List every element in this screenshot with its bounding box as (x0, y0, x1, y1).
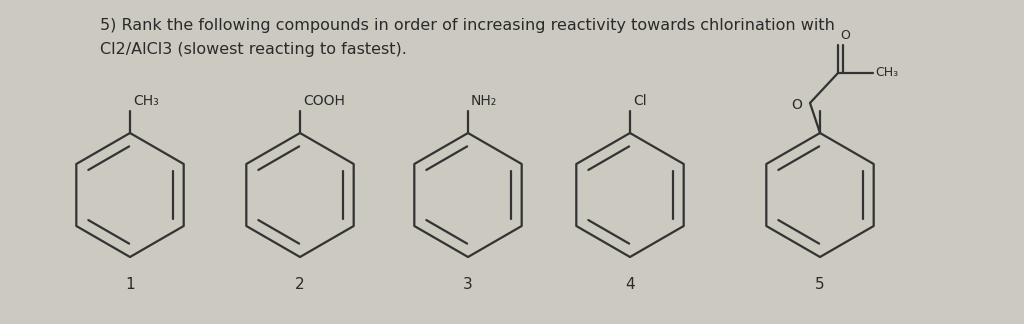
Text: 2: 2 (295, 277, 305, 292)
Text: 4: 4 (626, 277, 635, 292)
Text: O: O (792, 98, 802, 112)
Text: CH₃: CH₃ (133, 94, 159, 108)
Text: Cl: Cl (633, 94, 646, 108)
Text: 5: 5 (815, 277, 824, 292)
Text: 1: 1 (125, 277, 135, 292)
Text: Cl2/AlCl3 (slowest reacting to fastest).: Cl2/AlCl3 (slowest reacting to fastest). (100, 42, 407, 57)
Text: 5) Rank the following compounds in order of increasing reactivity towards chlori: 5) Rank the following compounds in order… (100, 18, 835, 33)
Text: COOH: COOH (303, 94, 345, 108)
Text: NH₂: NH₂ (471, 94, 498, 108)
Text: O: O (840, 29, 850, 42)
Text: 3: 3 (463, 277, 473, 292)
Text: CH₃: CH₃ (874, 66, 898, 79)
